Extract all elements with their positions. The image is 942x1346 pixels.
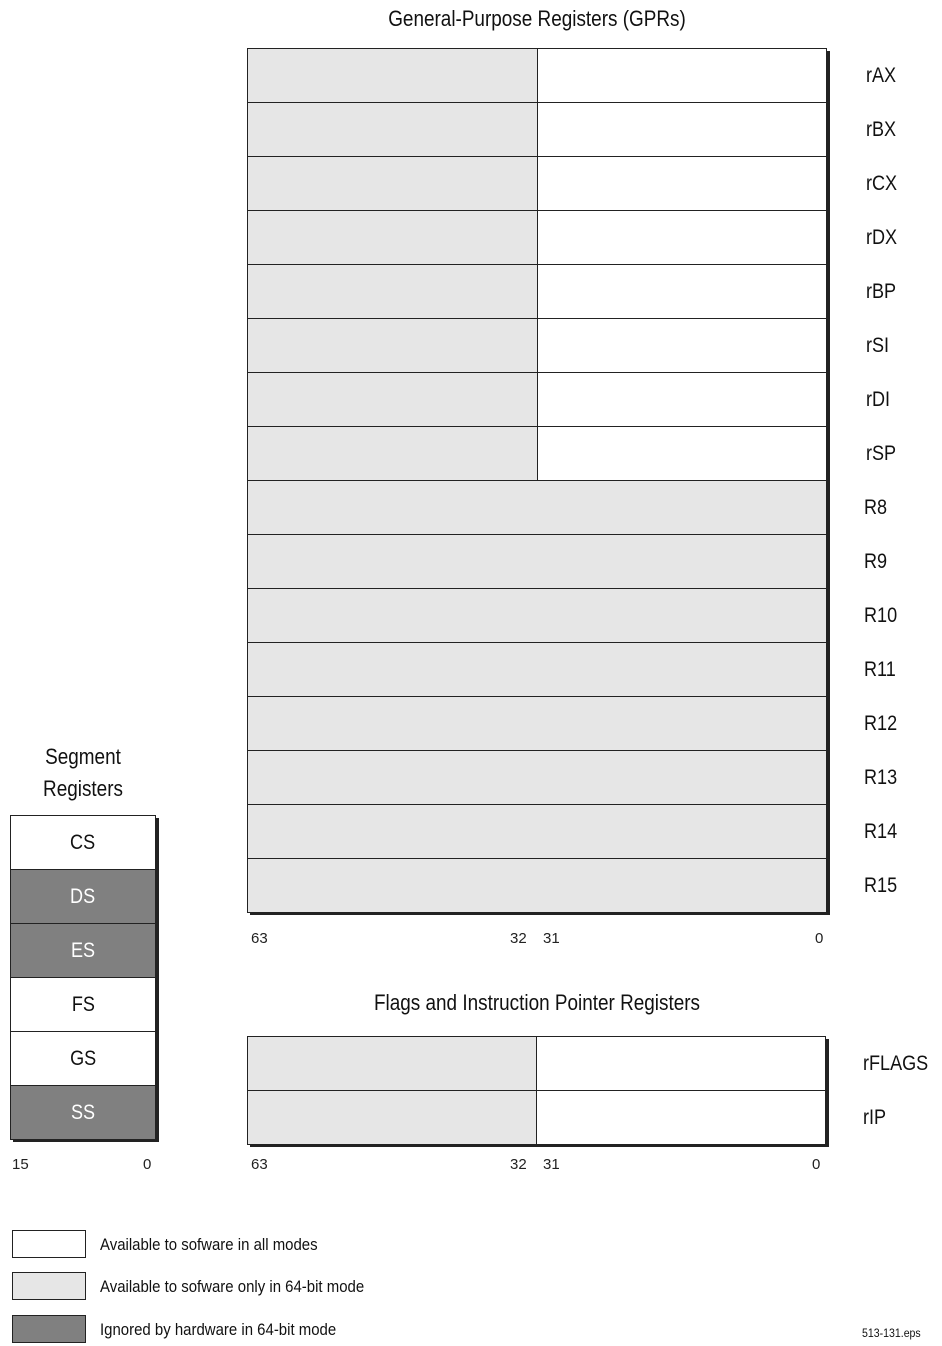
segment-register-gs: GS	[10, 1031, 156, 1086]
flags-title: Flags and Instruction Pointer Registers	[373, 990, 700, 1015]
gpr-label-rsi: rSI	[866, 334, 890, 357]
gpr-lower-half	[537, 264, 827, 319]
gpr-label-rax: rAX	[866, 64, 897, 87]
gpr-label-rdx: rDX	[866, 226, 898, 249]
segment-title-line1: Segment	[45, 744, 121, 769]
gpr-full-row	[247, 534, 827, 589]
gpr-label-r11: R11	[864, 658, 896, 681]
gpr-upper-half	[247, 318, 538, 373]
gpr-bit-32: 32	[510, 930, 527, 947]
gpr-upper-half	[247, 156, 538, 211]
flags-bit-31: 31	[543, 1156, 560, 1173]
gpr-full-row	[247, 804, 827, 859]
flags-label-rflags: rFLAGS	[863, 1052, 929, 1075]
gpr-full-row	[247, 642, 827, 697]
flags-bit-0: 0	[812, 1156, 821, 1173]
gpr-register-block	[247, 48, 827, 913]
gpr-label-rsp: rSP	[866, 442, 897, 465]
flags-upper-half	[247, 1036, 537, 1091]
gpr-upper-half	[247, 372, 538, 427]
gpr-lower-half	[537, 210, 827, 265]
flags-register-block	[247, 1036, 826, 1145]
gpr-full-row	[247, 480, 827, 535]
segment-register-es: ES	[10, 923, 156, 978]
segment-register-fs: FS	[10, 977, 156, 1032]
gpr-lower-half	[537, 318, 827, 373]
flags-bit-63: 63	[251, 1156, 268, 1173]
gpr-title: General-Purpose Registers (GPRs)	[388, 6, 686, 31]
legend-label-dark: Ignored by hardware in 64-bit mode	[100, 1320, 337, 1339]
legend-swatch-light	[12, 1272, 86, 1300]
gpr-full-row	[247, 750, 827, 805]
legend-label-white: Available to sofware in all modes	[100, 1235, 318, 1254]
segment-register-cs: CS	[10, 815, 156, 870]
gpr-upper-half	[247, 48, 538, 103]
gpr-label-r8: R8	[864, 496, 888, 519]
legend-swatch-white	[12, 1230, 86, 1258]
segment-register-ds: DS	[10, 869, 156, 924]
flags-bit-32: 32	[510, 1156, 527, 1173]
gpr-lower-half	[537, 48, 827, 103]
gpr-upper-half	[247, 210, 538, 265]
flags-lower-half	[536, 1036, 826, 1091]
segment-bit-15: 15	[12, 1156, 29, 1173]
legend-swatch-dark	[12, 1315, 86, 1343]
gpr-label-r9: R9	[864, 550, 888, 573]
gpr-upper-half	[247, 102, 538, 157]
gpr-lower-half	[537, 372, 827, 427]
gpr-label-r12: R12	[864, 712, 898, 735]
gpr-bit-31: 31	[543, 930, 560, 947]
gpr-label-r14: R14	[864, 820, 898, 843]
gpr-lower-half	[537, 102, 827, 157]
flags-lower-half	[536, 1090, 826, 1145]
gpr-upper-half	[247, 264, 538, 319]
gpr-lower-half	[537, 156, 827, 211]
gpr-label-rdi: rDI	[866, 388, 891, 411]
gpr-label-r15: R15	[864, 874, 898, 897]
gpr-bit-0: 0	[815, 930, 824, 947]
gpr-full-row	[247, 696, 827, 751]
segment-register-block: CS DS ES FS GS SS	[10, 815, 156, 1140]
gpr-full-row	[247, 588, 827, 643]
gpr-label-r13: R13	[864, 766, 898, 789]
segment-bit-0: 0	[143, 1156, 152, 1173]
legend-label-light: Available to sofware only in 64-bit mode	[100, 1277, 365, 1296]
flags-upper-half	[247, 1090, 537, 1145]
gpr-bit-63: 63	[251, 930, 268, 947]
gpr-label-r10: R10	[864, 604, 898, 627]
flags-label-rip: rIP	[863, 1106, 887, 1129]
gpr-lower-half	[537, 426, 827, 481]
footer-filename: 513-131.eps	[862, 1326, 921, 1340]
gpr-label-rcx: rCX	[866, 172, 898, 195]
gpr-label-rbp: rBP	[866, 280, 897, 303]
segment-register-ss: SS	[10, 1085, 156, 1140]
segment-title-line2: Registers	[43, 776, 123, 801]
gpr-label-rbx: rBX	[866, 118, 897, 141]
gpr-upper-half	[247, 426, 538, 481]
gpr-full-row	[247, 858, 827, 913]
